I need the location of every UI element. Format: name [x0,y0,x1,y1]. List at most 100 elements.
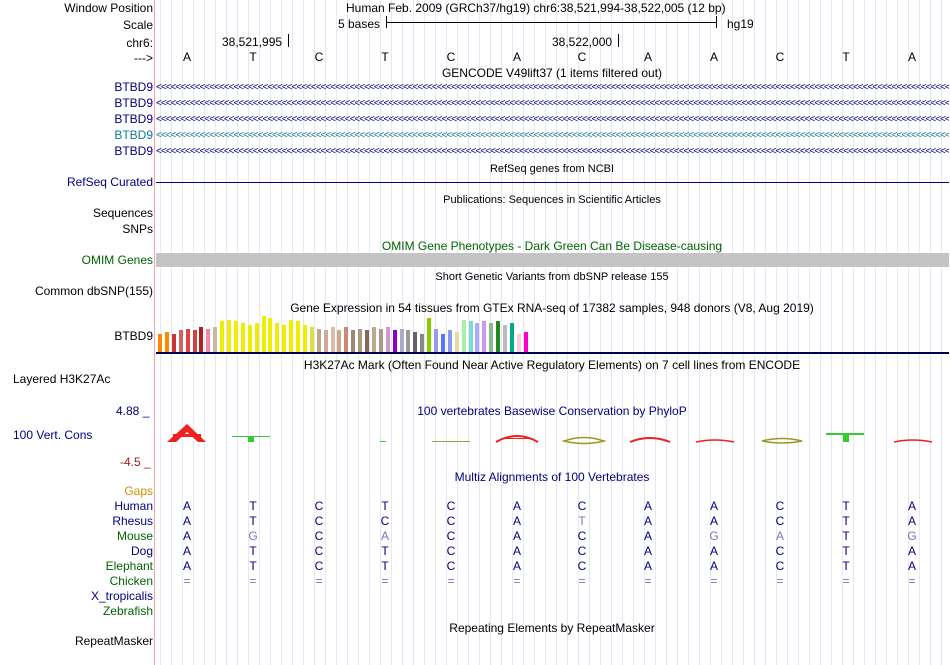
gtex-tissue-bar[interactable] [206,329,211,352]
gtex-tissue-bar[interactable] [385,327,390,352]
grid-line [424,0,425,665]
gtex-tissue-bar[interactable] [302,325,307,352]
gencode-gene-label[interactable]: BTBD9 [114,96,153,110]
gtex-tissue-bar[interactable] [461,320,466,352]
gtex-tissue-bar[interactable] [164,332,169,352]
gtex-tissue-bar[interactable] [309,327,314,352]
gtex-bar-chart[interactable] [158,314,538,352]
cons-label[interactable]: 100 Vert. Cons [13,428,93,442]
gtex-tissue-bar[interactable] [475,323,480,352]
gtex-tissue-bar[interactable] [358,329,363,352]
gtex-tissue-bar[interactable] [482,321,487,352]
gencode-gene-label[interactable]: BTBD9 [114,80,153,94]
gencode-gene-model[interactable]: <<<<<<<<<<<<<<<<<<<<<<<<<<<<<<<<<<<<<<<<… [156,114,949,125]
cons-title[interactable]: 100 vertebrates Basewise Conservation by… [417,404,687,418]
species-label[interactable]: X_tropicalis [90,589,153,603]
gencode-gene-model[interactable]: <<<<<<<<<<<<<<<<<<<<<<<<<<<<<<<<<<<<<<<<… [156,130,949,141]
species-label[interactable]: Rhesus [112,514,153,528]
gencode-gene-label[interactable]: BTBD9 [114,128,153,142]
gtex-tissue-bar[interactable] [220,321,225,352]
gtex-tissue-bar[interactable] [192,330,197,352]
alignment-base: T [249,559,257,573]
gtex-tissue-bar[interactable] [296,321,300,352]
gtex-tissue-bar[interactable] [158,334,162,352]
omim-title[interactable]: OMIM Gene Phenotypes - Dark Green Can Be… [381,239,723,253]
gtex-tissue-bar[interactable] [440,334,445,352]
gtex-tissue-bar[interactable] [330,327,335,352]
species-label[interactable]: Dog [130,544,153,558]
gencode-gene-label[interactable]: BTBD9 [114,144,153,158]
gencode-title[interactable]: GENCODE V49lift37 (1 items filtered out) [441,66,663,80]
refseq-title[interactable]: RefSeq genes from NCBI [489,163,615,175]
gtex-tissue-bar[interactable] [454,332,459,352]
gtex-tissue-bar[interactable] [509,323,514,352]
species-label[interactable]: Chicken [109,574,153,588]
alignment-base: C [577,499,587,513]
gtex-tissue-bar[interactable] [185,329,190,352]
gtex-tissue-bar[interactable] [344,327,349,352]
dbsnp-title[interactable]: Short Genetic Variants from dbSNP releas… [435,271,669,283]
refseq-label[interactable]: RefSeq Curated [66,175,153,189]
gtex-tissue-bar[interactable] [496,321,501,352]
gtex-tissue-bar[interactable] [516,334,521,352]
gtex-tissue-bar[interactable] [378,329,383,352]
gtex-tissue-bar[interactable] [247,325,252,352]
gtex-tissue-bar[interactable] [447,330,452,352]
gtex-tissue-bar[interactable] [171,334,176,352]
publications-snps-label[interactable]: SNPs [122,222,153,236]
gtex-tissue-bar[interactable] [233,321,238,352]
gtex-tissue-bar[interactable] [268,318,273,352]
gtex-tissue-bar[interactable] [316,329,321,352]
gtex-tissue-bar[interactable] [365,330,369,352]
gencode-gene-model[interactable]: <<<<<<<<<<<<<<<<<<<<<<<<<<<<<<<<<<<<<<<<… [156,82,949,93]
multiz-title[interactable]: Multiz Alignments of 100 Vertebrates [454,470,650,484]
gtex-tissue-bar[interactable] [427,318,432,352]
gtex-tissue-bar[interactable] [337,330,342,352]
omim-gene-bar[interactable] [156,253,949,267]
gtex-tissue-bar[interactable] [399,329,404,352]
h3k27ac-label[interactable]: Layered H3K27Ac [13,372,111,386]
gencode-gene-model[interactable]: <<<<<<<<<<<<<<<<<<<<<<<<<<<<<<<<<<<<<<<<… [156,146,949,157]
gtex-tissue-bar[interactable] [371,327,376,352]
gtex-tissue-bar[interactable] [523,332,528,352]
gtex-tissue-bar[interactable] [489,323,494,352]
gtex-tissue-bar[interactable] [351,330,356,352]
gtex-tissue-bar[interactable] [282,325,287,352]
refseq-gene-line[interactable] [156,182,949,183]
gencode-gene-label[interactable]: BTBD9 [114,112,153,126]
species-label[interactable]: Zebrafish [102,604,153,618]
publications-sequences-label[interactable]: Sequences [92,206,153,220]
species-label[interactable]: Human [114,499,153,513]
gtex-tissue-bar[interactable] [254,323,259,352]
gtex-tissue-bar[interactable] [289,320,294,352]
gtex-title[interactable]: Gene Expression in 54 tissues from GTEx … [290,301,814,315]
multiz-gaps-label[interactable]: Gaps [124,484,153,498]
gtex-tissue-bar[interactable] [413,332,418,352]
gtex-tissue-bar[interactable] [392,330,397,352]
grid-line [655,0,656,665]
window-position-value[interactable]: Human Feb. 2009 (GRCh37/hg19) chr6:38,52… [346,1,726,15]
gtex-tissue-bar[interactable] [178,330,183,352]
species-label[interactable]: Mouse [116,529,153,543]
gtex-label[interactable]: BTBD9 [114,329,153,343]
gtex-tissue-bar[interactable] [227,320,231,352]
publications-title[interactable]: Publications: Sequences in Scientific Ar… [443,194,661,206]
gencode-gene-model[interactable]: <<<<<<<<<<<<<<<<<<<<<<<<<<<<<<<<<<<<<<<<… [156,98,949,109]
dbsnp-label[interactable]: Common dbSNP(155) [34,284,153,298]
gtex-tissue-bar[interactable] [240,323,245,352]
gtex-tissue-bar[interactable] [213,327,218,352]
gtex-tissue-bar[interactable] [199,327,204,352]
gtex-tissue-bar[interactable] [420,334,425,352]
gtex-tissue-bar[interactable] [434,329,438,352]
gtex-tissue-bar[interactable] [468,321,473,352]
gtex-tissue-bar[interactable] [406,330,411,352]
repeatmasker-label[interactable]: RepeatMasker [74,634,153,648]
gtex-tissue-bar[interactable] [323,330,328,352]
gtex-tissue-bar[interactable] [261,316,266,352]
repeatmasker-title[interactable]: Repeating Elements by RepeatMasker [449,621,655,635]
species-label[interactable]: Elephant [105,559,153,573]
omim-label[interactable]: OMIM Genes [81,253,153,267]
gtex-tissue-bar[interactable] [503,325,507,352]
h3k27ac-title[interactable]: H3K27Ac Mark (Often Found Near Active Re… [303,358,801,372]
gtex-tissue-bar[interactable] [275,323,280,352]
